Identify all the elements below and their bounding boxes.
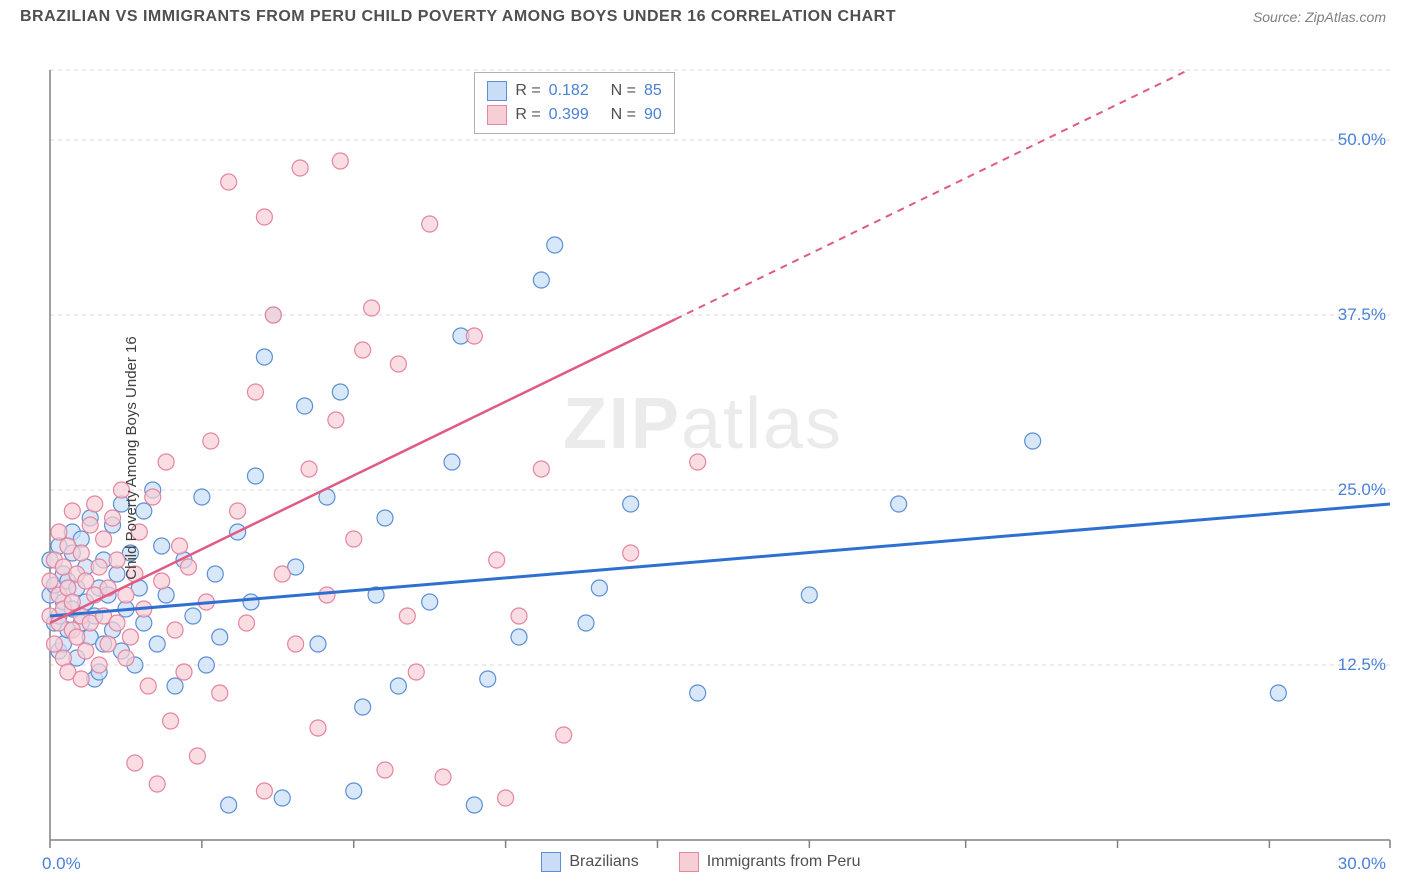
x-tick-label: 0.0% — [42, 854, 81, 874]
n-label: N = — [611, 103, 636, 127]
chart-title: BRAZILIAN VS IMMIGRANTS FROM PERU CHILD … — [20, 8, 896, 26]
chart-area: Child Poverty Among Boys Under 16 ZIPatl… — [0, 30, 1406, 886]
correlation-legend: R = 0.182 N = 85 R = 0.399 N = 90 — [474, 72, 674, 134]
legend-row-brazilians: R = 0.182 N = 85 — [487, 79, 661, 103]
y-tick-label: 25.0% — [1338, 480, 1386, 500]
y-tick-label: 12.5% — [1338, 655, 1386, 675]
swatch-icon — [541, 852, 561, 872]
legend-item-peru: Immigrants from Peru — [679, 852, 861, 872]
chart-source: Source: ZipAtlas.com — [1253, 9, 1386, 25]
legend-item-brazilians: Brazilians — [541, 852, 638, 872]
swatch-icon — [487, 105, 507, 125]
n-label: N = — [611, 79, 636, 103]
n-value: 85 — [644, 79, 662, 103]
y-axis-label: Child Poverty Among Boys Under 16 — [123, 336, 140, 579]
n-value: 90 — [644, 103, 662, 127]
legend-row-peru: R = 0.399 N = 90 — [487, 103, 661, 127]
legend-label: Immigrants from Peru — [707, 853, 861, 871]
y-tick-label: 50.0% — [1338, 130, 1386, 150]
x-tick-label: 30.0% — [1338, 854, 1386, 874]
chart-header: BRAZILIAN VS IMMIGRANTS FROM PERU CHILD … — [0, 0, 1406, 30]
swatch-icon — [679, 852, 699, 872]
r-label: R = — [515, 103, 540, 127]
series-legend: Brazilians Immigrants from Peru — [541, 852, 860, 872]
r-value: 0.399 — [549, 103, 603, 127]
legend-label: Brazilians — [569, 853, 638, 871]
y-tick-label: 37.5% — [1338, 305, 1386, 325]
scatter-plot-svg — [0, 30, 1406, 886]
r-value: 0.182 — [549, 79, 603, 103]
swatch-icon — [487, 81, 507, 101]
r-label: R = — [515, 79, 540, 103]
